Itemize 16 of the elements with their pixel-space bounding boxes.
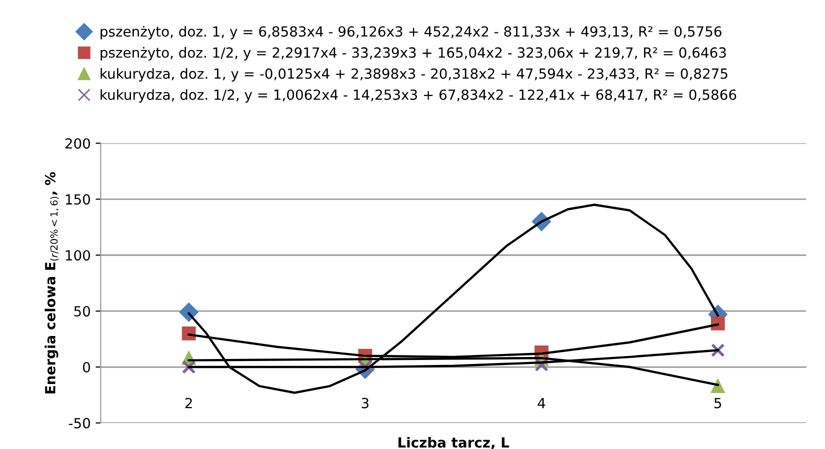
x-tick-label: 4 [538, 398, 546, 408]
y-tick-label: 0 [83, 362, 90, 372]
y-tick-label: -50 [68, 418, 90, 428]
x-tick-label: 2 [185, 398, 192, 408]
legend-label: pszenżyto, doz. 1/2, y = 2,2917x4 - 33,239x3 + 165,04x2 - 323,06x + 219,7, R² = 0,6463 [100, 47, 726, 60]
y-axis-title: Energia celowa E$_{(r/20%<1,6)}$, % [44, 172, 59, 394]
x-axis-title: Liczba tarcz, L [398, 436, 510, 449]
y-tick-label: 200 [65, 138, 90, 149]
legend-label: pszenżyto, doz. 1, y = 6,8583x4 - 96,126x3 + 452,24x2 - 811,33x + 493,13, R² = 0,5756 [100, 26, 722, 40]
y-tick-label: 50 [74, 306, 90, 317]
legend-label: kukurydza, doz. 1/2, y = 1,0062x4 - 14,253x3 + 67,834x2 - 122,41x + 68,417, R² = 0,5866 [100, 89, 736, 103]
x-tick-label: 5 [714, 398, 722, 408]
x-tick-label: 3 [362, 398, 368, 408]
y-tick-label: 150 [66, 194, 90, 205]
y-tick-label: 100 [66, 250, 90, 261]
legend-label: kukurydza, doz. 1, y = -0,0125x4 + 2,3898x3 - 20,318x2 + 47,594x - 23,433, R² = 0,8275 [100, 68, 728, 82]
